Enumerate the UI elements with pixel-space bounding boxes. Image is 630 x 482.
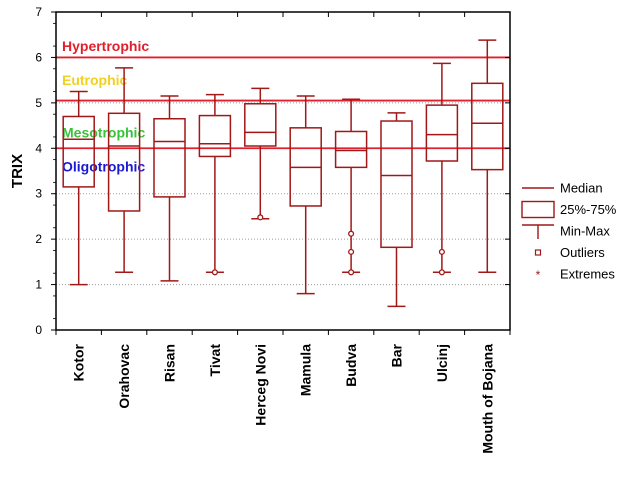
- outlier-point: [348, 269, 355, 276]
- box-mamula: [289, 95, 322, 295]
- legend-extreme-symbol: *: [536, 268, 541, 282]
- outlier-point: [438, 269, 445, 276]
- y-tick-label: 4: [35, 141, 42, 155]
- box-tivat: [198, 93, 232, 276]
- outlier-point: [257, 214, 264, 221]
- category-label: Ulcinj: [434, 344, 450, 382]
- legend-label: 25%-75%: [560, 202, 617, 217]
- legend: Median 25%-75% Min-Max Outliers * Extremes: [521, 181, 617, 283]
- category-label: Herceg Novi: [252, 344, 268, 426]
- legend-label: Median: [560, 181, 603, 196]
- iqr-box: [334, 130, 368, 169]
- box-orahovac: [107, 67, 141, 274]
- legend-label: Outliers: [560, 245, 605, 260]
- trophic-zone-label: Mesotrophic: [62, 124, 145, 140]
- y-tick-label: 2: [35, 232, 42, 246]
- box-risan: [153, 95, 186, 282]
- iqr-box: [153, 118, 186, 198]
- outlier-point: [348, 248, 355, 255]
- legend-box-symbol: [521, 200, 555, 219]
- box-kotor: [62, 90, 95, 286]
- category-label: Risan: [162, 344, 178, 382]
- trophic-zone-label: Hypertrophic: [62, 38, 149, 54]
- category-label: Mamula: [298, 344, 314, 396]
- category-label: Kotor: [71, 343, 87, 381]
- box-mouth-of-bojana: [471, 39, 504, 274]
- trophic-zone-label: Oligotrophic: [62, 158, 145, 174]
- category-label: Bar: [389, 343, 405, 367]
- y-tick-label: 0: [35, 323, 42, 337]
- box-series: [62, 39, 504, 308]
- y-tick-label: 3: [35, 187, 42, 201]
- category-label: Tivat: [207, 344, 223, 377]
- box-budva: [334, 98, 368, 276]
- outlier-point: [211, 269, 218, 276]
- iqr-box: [380, 120, 413, 249]
- category-label: Mouth of Bojana: [479, 344, 495, 454]
- iqr-box: [471, 82, 504, 171]
- legend-item: Median: [522, 181, 603, 196]
- iqr-box: [107, 112, 141, 212]
- legend-item: Outliers: [534, 245, 605, 260]
- box-bar: [380, 112, 413, 308]
- trophic-zone-label: Eutrophic: [62, 72, 128, 88]
- legend-item: Min-Max: [522, 224, 610, 239]
- x-axis: Kotor Orahovac Risan Tivat Herceg Novi Mamula…: [55, 12, 511, 454]
- legend-label: Min-Max: [560, 224, 610, 239]
- y-tick-label: 7: [35, 5, 42, 19]
- box-herceg-novi: [244, 87, 277, 221]
- outlier-point: [438, 248, 445, 255]
- category-label: Orahovac: [116, 344, 132, 409]
- y-tick-label: 6: [35, 50, 42, 64]
- legend-item: 25%-75%: [521, 200, 617, 219]
- trophic-threshold-lines: Hypertrophic Eutrophic Mesotrophic Oligotro…: [56, 38, 510, 174]
- iqr-box: [244, 103, 277, 147]
- iqr-box: [62, 115, 95, 188]
- legend-outlier-symbol: [534, 249, 542, 256]
- legend-label: Extremes: [560, 267, 615, 282]
- legend-item: * Extremes: [536, 267, 616, 283]
- y-tick-label: 1: [35, 278, 42, 292]
- category-label: Budva: [343, 344, 359, 387]
- y-tick-label: 5: [35, 96, 42, 110]
- y-axis: 0 1 2 3 4 5 6 7: [35, 5, 510, 337]
- iqr-box: [198, 114, 232, 158]
- outlier-point: [348, 230, 355, 237]
- iqr-box: [425, 104, 459, 162]
- box-ulcinj: [425, 62, 459, 276]
- y-axis-title: TRIX: [9, 154, 26, 188]
